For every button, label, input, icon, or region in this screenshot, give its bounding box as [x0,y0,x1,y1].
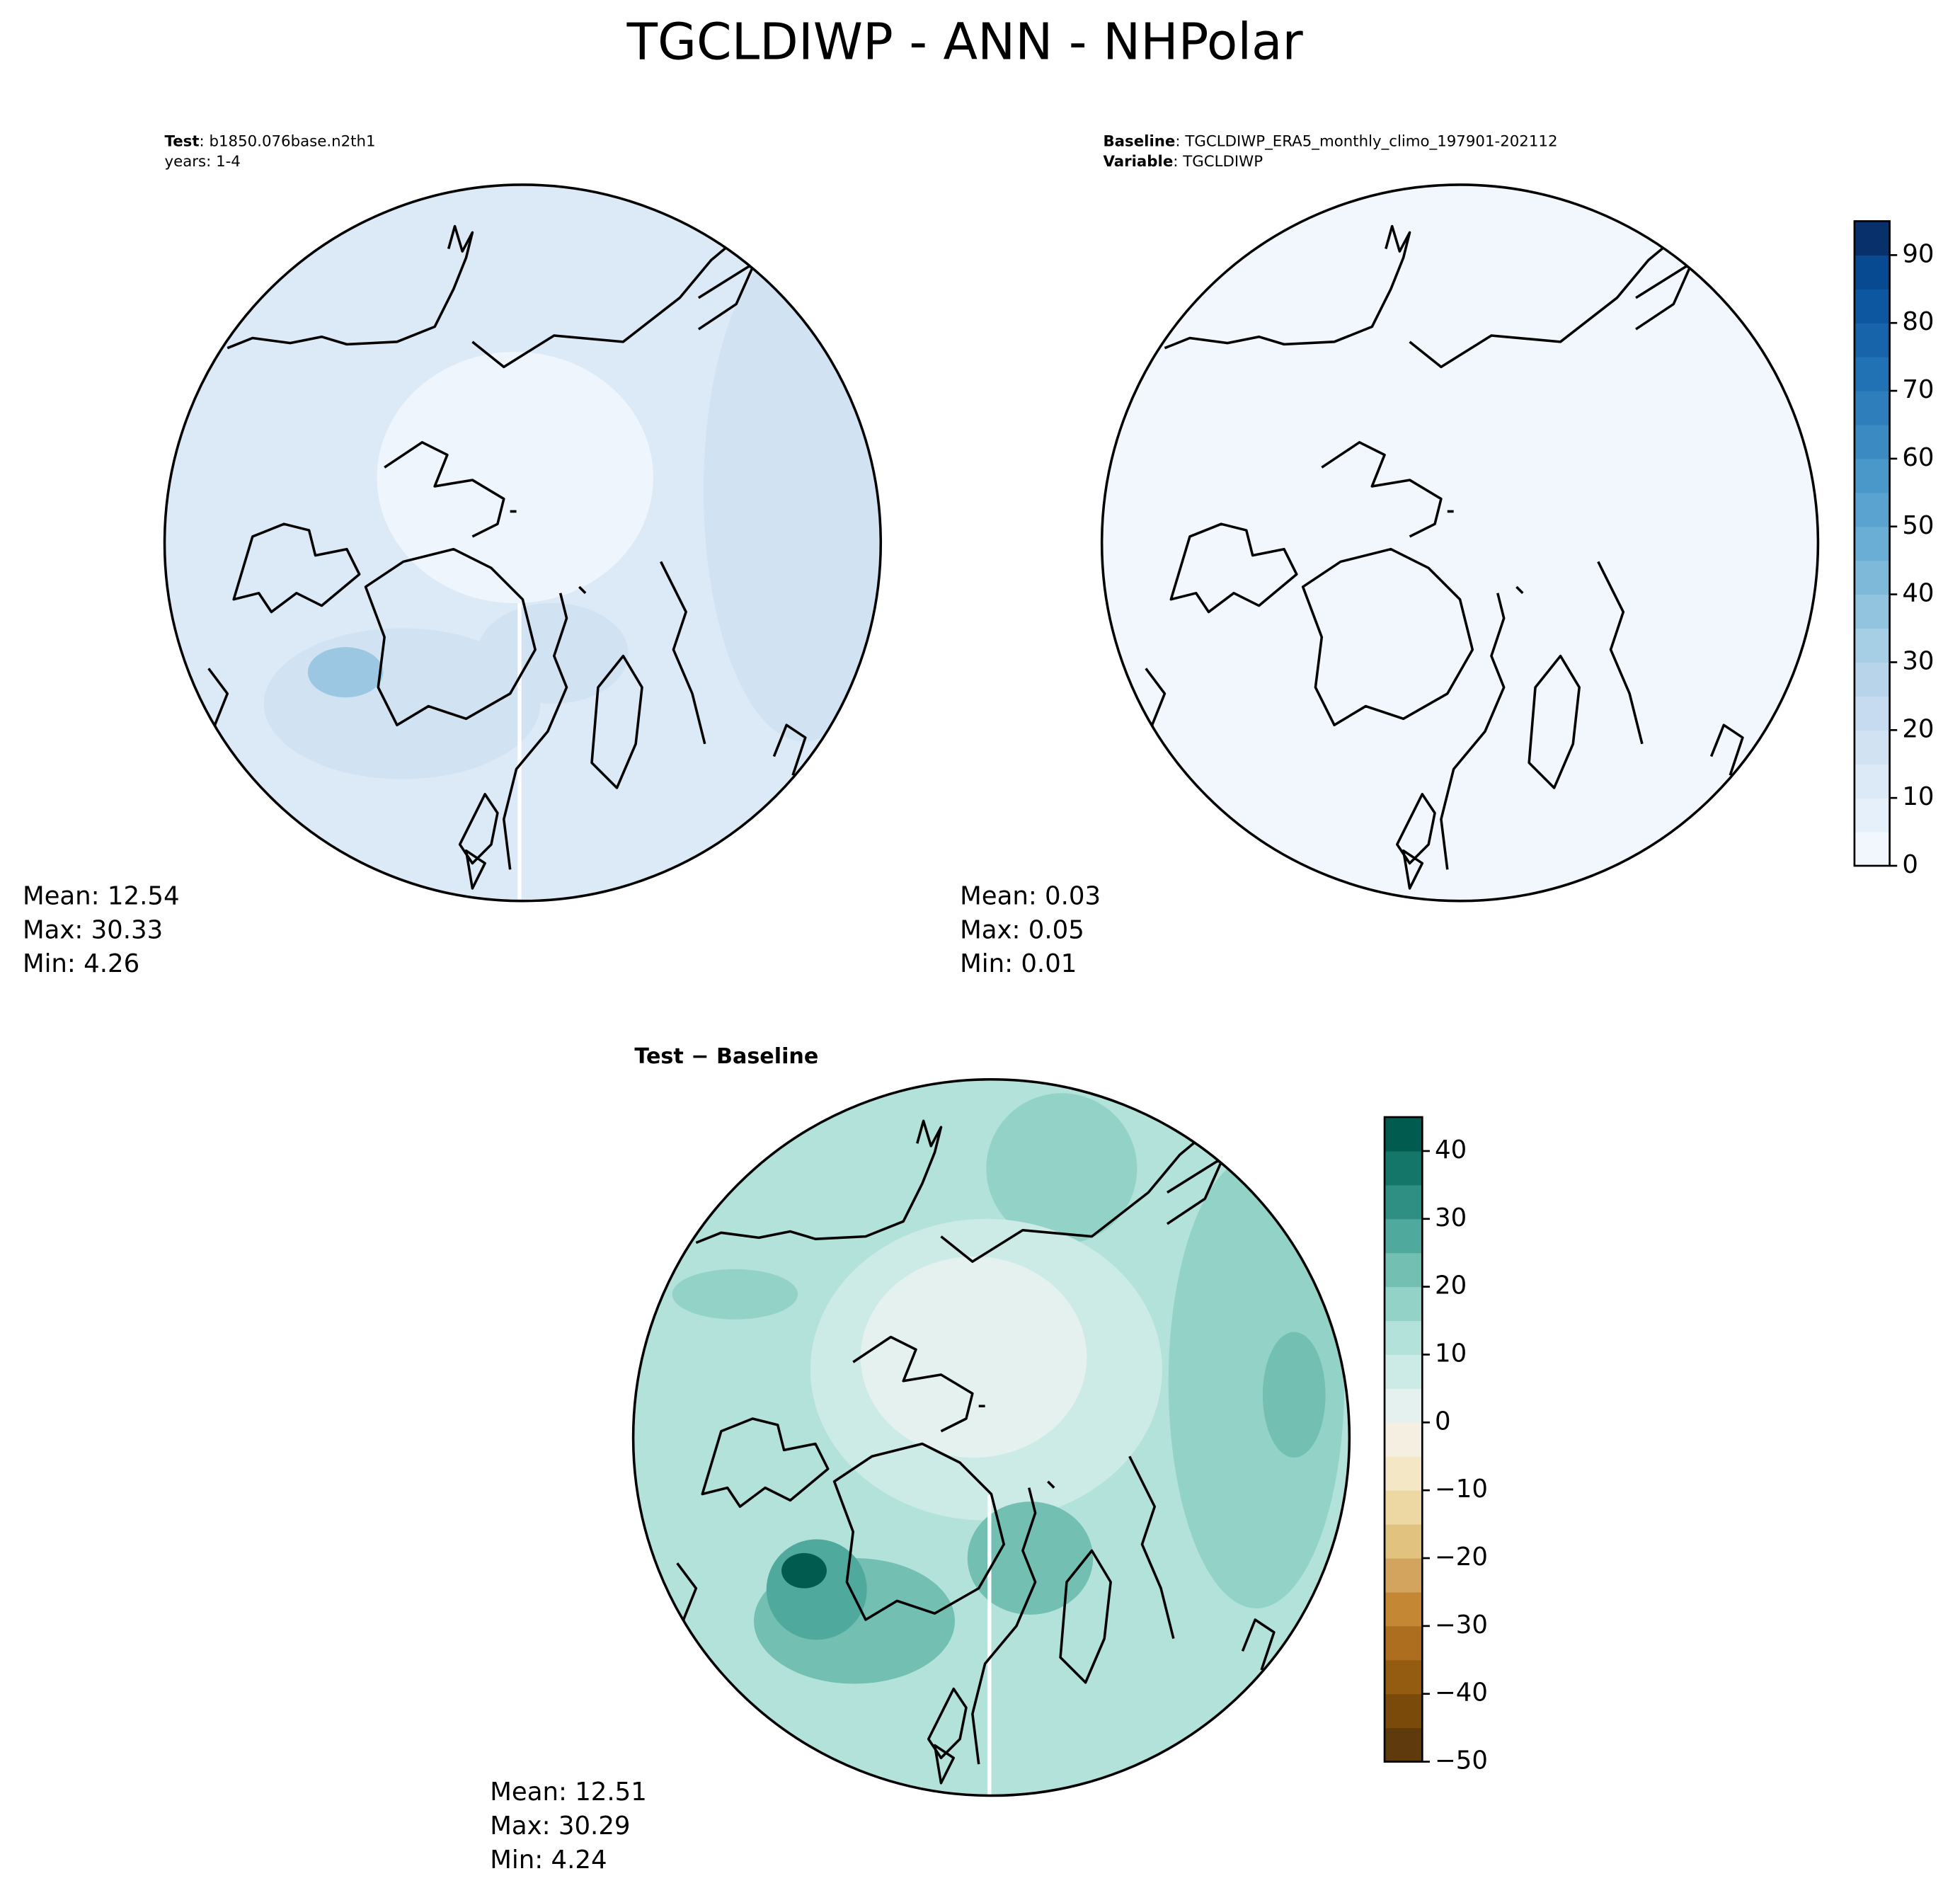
colorbar-band [1854,594,1890,629]
panel-header: Baseline: TGCLDIWP_ERA5_monthly_climo_19… [1103,133,1557,151]
colorbar-band [1854,221,1890,256]
stat: Mean: 12.51 [490,1778,647,1807]
colorbar-band [1854,628,1890,663]
stat: Max: 0.05 [960,915,1084,944]
colorbar-band [1385,1286,1423,1322]
colorbar-band [1385,1625,1423,1661]
header-text: : TGCLDIWP_ERA5_monthly_climo_197901-202… [1175,133,1557,151]
colorbar-band [1385,1252,1423,1288]
stat: Mean: 12.54 [23,881,180,910]
panel-header: Test − Baseline [634,1043,818,1068]
colorbar-tick-label: −50 [1435,1746,1488,1775]
colorbar-band [1854,289,1890,324]
stat: Mean: 0.03 [960,881,1101,910]
colorbar-band [1385,1490,1423,1525]
colorbar-band [1385,1354,1423,1389]
panel-header: years: 1-4 [165,153,241,171]
colorbar-band [1385,1184,1423,1220]
colorbar-band [1854,798,1890,833]
colorbar-tick-label: 0 [1902,850,1918,879]
figure-title: TGCLDIWP - ANN - NHPolar [626,12,1304,71]
stat: Min: 0.01 [960,949,1077,978]
colorbar-tick-label: 30 [1902,646,1934,675]
colorbar-tick-label: 40 [1435,1135,1467,1165]
colorbar-tick-label: 20 [1902,714,1934,743]
colorbar-frame [1853,220,1891,867]
colorbar-band [1854,832,1890,866]
colorbar-tick-label: −40 [1435,1678,1488,1707]
colorbar-band [1385,1218,1423,1254]
colorbar-tick-label: 30 [1435,1203,1467,1232]
colorbar-band [1854,255,1890,290]
colorbar-band [1854,764,1890,799]
panel-header: Variable: TGCLDIWP [1103,153,1263,171]
panel-header: Test: b1850.076base.n2th1 [165,133,376,151]
colorbar-tick-label: 0 [1435,1407,1451,1436]
map-boundary [163,183,883,903]
colorbar-band [1854,458,1890,493]
stat: Min: 4.24 [490,1846,607,1875]
colorbar-band [1854,560,1890,595]
colorbar-band [1854,391,1890,425]
colorbar-tick-label: −30 [1435,1610,1488,1640]
colorbar-frame [1383,1116,1423,1763]
colorbar-tick-label: 60 [1902,443,1934,472]
colorbar-band [1854,662,1890,697]
colorbar-band [1385,1558,1423,1593]
map-boundary [1100,183,1820,903]
colorbar-tick-label: 90 [1902,239,1934,268]
colorbar-band [1385,1117,1423,1152]
colorbar-band [1385,1727,1423,1763]
colorbar-band [1854,492,1890,527]
colorbar-tick-label: 70 [1902,375,1934,404]
colorbar-band [1385,1693,1423,1729]
colorbar-band [1385,1524,1423,1559]
colorbar-band [1385,1591,1423,1627]
map-test [164,184,881,901]
header-label: Baseline [1103,133,1175,151]
colorbar-band [1385,1320,1423,1356]
colorbar-tick-label: 10 [1902,782,1934,811]
header-label: Test [165,133,200,151]
colorbar-band [1854,357,1890,391]
colorbar-band [1854,526,1890,561]
colorbar-tick-label: 10 [1435,1339,1467,1368]
colorbar-band [1385,1388,1423,1423]
map-baseline [1101,184,1818,901]
colorbar-tick-label: 50 [1902,511,1934,540]
colorbar-tick-label: −20 [1435,1543,1488,1572]
header-text: years: 1-4 [165,153,241,171]
stat: Max: 30.29 [490,1812,630,1841]
colorbar-tick-label: 40 [1902,579,1934,608]
colorbar-tick-label: 80 [1902,307,1934,336]
header-label: Test − Baseline [634,1043,818,1068]
header-text: : b1850.076base.n2th1 [200,133,376,151]
map-boundary [631,1077,1351,1797]
colorbar-band [1385,1422,1423,1457]
colorbar-band [1854,730,1890,765]
colorbar-band [1385,1456,1423,1491]
map-difference [633,1079,1350,1796]
colorbar-band [1385,1150,1423,1186]
header-label: Variable [1103,153,1173,171]
stat: Min: 4.26 [23,949,139,978]
colorbar-band [1854,323,1890,357]
colorbar-band [1385,1659,1423,1695]
header-text: : TGCLDIWP [1173,153,1263,171]
colorbar-band [1854,424,1890,459]
colorbar-tick-label: −10 [1435,1475,1488,1504]
colorbar-tick-label: 20 [1435,1271,1467,1300]
colorbar-band [1854,696,1890,731]
stat: Max: 30.33 [23,915,163,944]
